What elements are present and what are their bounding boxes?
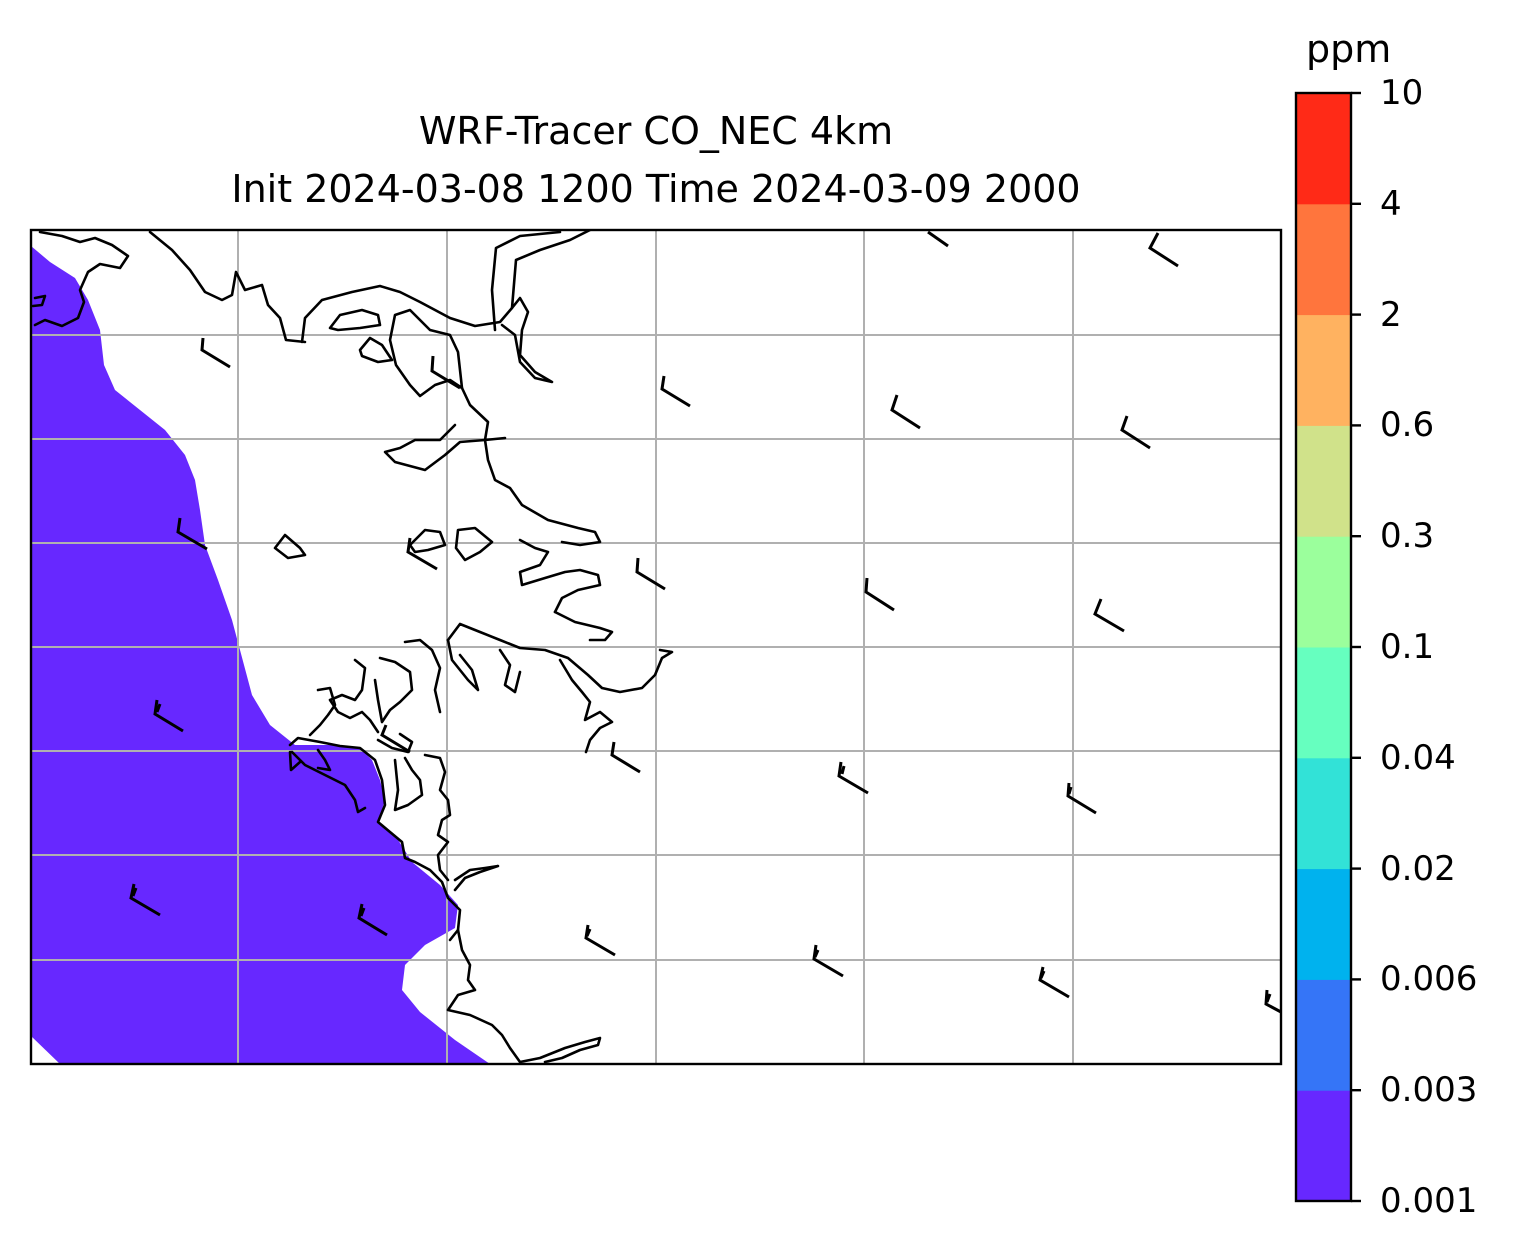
wind-barb bbox=[660, 375, 691, 408]
colorbar-tick-label: 10 bbox=[1380, 73, 1424, 113]
wind-barb bbox=[837, 761, 869, 795]
coastline-outlines bbox=[31, 230, 674, 1064]
colorbar-bin bbox=[1296, 757, 1351, 870]
colorbar-bin bbox=[1296, 1090, 1351, 1202]
wind-barb bbox=[430, 355, 461, 390]
wind-barb bbox=[584, 924, 616, 957]
map-title-line-1: WRF-Tracer CO_NEC 4km bbox=[418, 109, 894, 153]
colorbar-bin bbox=[1296, 93, 1351, 205]
wind-barbs bbox=[129, 230, 1281, 1014]
tracer-field-region bbox=[31, 246, 490, 1064]
colorbar-tick-label: 0.003 bbox=[1380, 1070, 1478, 1111]
colorbar-bin bbox=[1296, 425, 1351, 537]
wind-barb bbox=[357, 903, 388, 937]
colorbar-tick-label: 2 bbox=[1380, 294, 1402, 335]
wind-barb bbox=[1038, 966, 1070, 999]
colorbar-tick-label: 0.04 bbox=[1380, 737, 1456, 778]
colorbar-unit-label: ppm bbox=[1306, 27, 1392, 71]
colorbar-tick-label: 0.3 bbox=[1380, 516, 1435, 557]
map-title-line-2: Init 2024-03-08 1200 Time 2024-03-09 200… bbox=[231, 167, 1081, 211]
colorbar-bin bbox=[1296, 647, 1351, 759]
wind-barb bbox=[1264, 989, 1281, 1014]
wind-barb bbox=[635, 557, 666, 591]
map-frame bbox=[29, 228, 1283, 1066]
colorbar-bin bbox=[1296, 979, 1351, 1091]
colorbar-tick-label: 0.02 bbox=[1380, 848, 1456, 889]
colorbar-tick-label: 0.1 bbox=[1380, 627, 1435, 667]
wind-barb bbox=[610, 741, 641, 774]
colorbar-tick-label: 4 bbox=[1380, 183, 1402, 224]
colorbar-tick-label: 0.001 bbox=[1380, 1181, 1478, 1221]
wind-barb bbox=[812, 944, 844, 978]
map-area bbox=[31, 230, 1281, 1064]
wind-barb bbox=[153, 699, 184, 733]
wind-barb bbox=[200, 337, 231, 369]
colorbar bbox=[1294, 91, 1361, 1203]
wind-barb bbox=[406, 537, 438, 571]
colorbar-tick-label: 0.006 bbox=[1380, 959, 1478, 1000]
colorbar-bin bbox=[1296, 536, 1351, 648]
wind-barb bbox=[380, 724, 411, 754]
wind-barb bbox=[890, 394, 921, 430]
wind-barb bbox=[927, 230, 949, 248]
wind-barb bbox=[1093, 598, 1125, 633]
wind-barb bbox=[176, 517, 208, 551]
wind-barb bbox=[1066, 782, 1097, 815]
wind-barb bbox=[1148, 232, 1179, 268]
wind-barb bbox=[864, 577, 895, 612]
colorbar-bin bbox=[1296, 868, 1351, 980]
colorbar-bin bbox=[1296, 203, 1351, 316]
colorbar-bin bbox=[1296, 314, 1351, 426]
wind-barb bbox=[129, 883, 161, 917]
wind-barb bbox=[1120, 415, 1151, 450]
colorbar-tick-label: 0.6 bbox=[1380, 405, 1435, 446]
gridlines bbox=[31, 230, 1281, 1064]
